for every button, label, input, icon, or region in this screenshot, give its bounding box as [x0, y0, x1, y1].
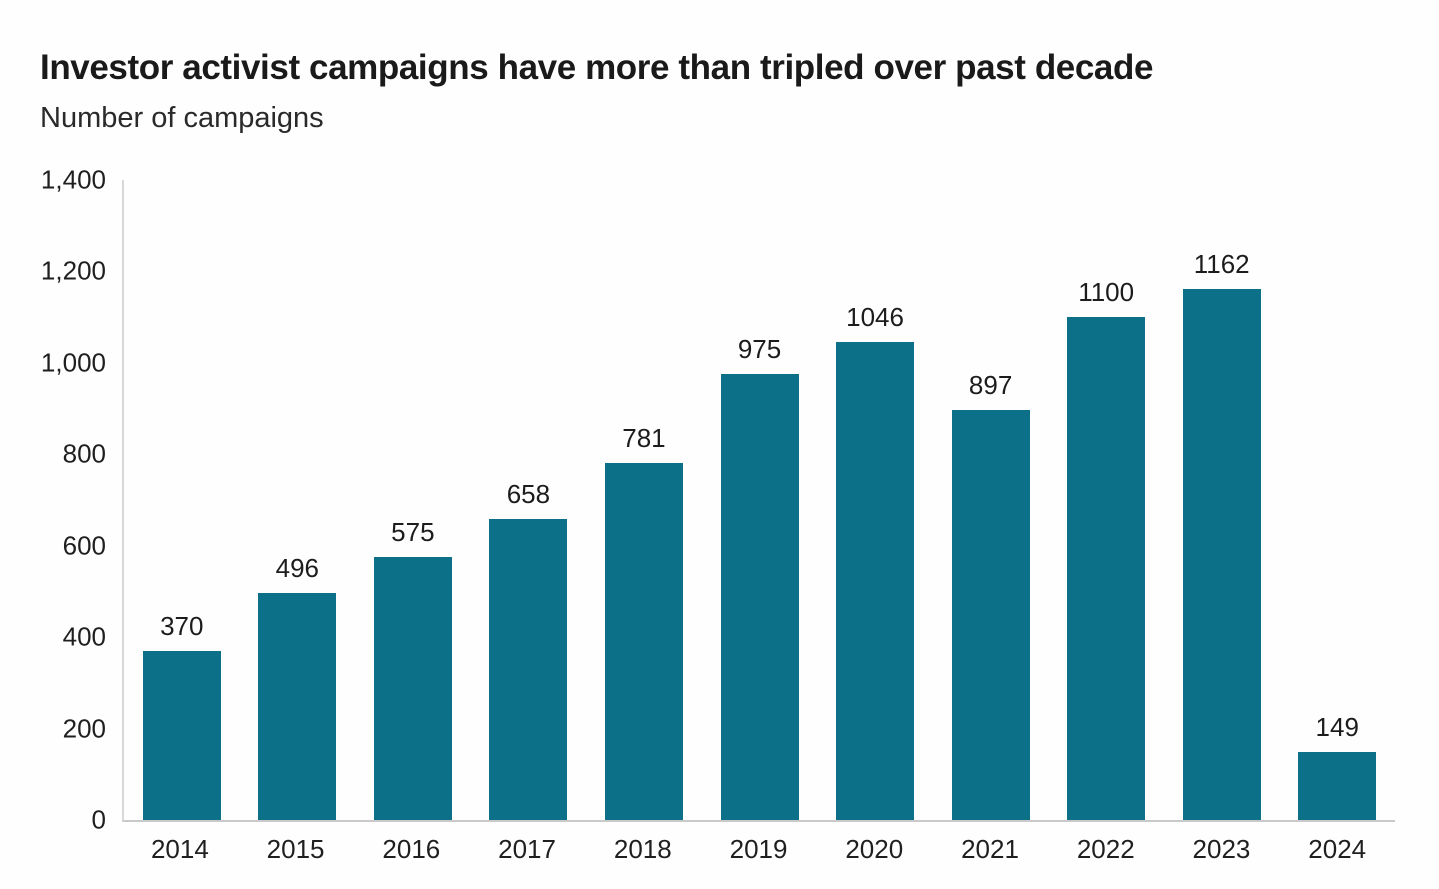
bar — [373, 557, 452, 820]
bar — [604, 462, 683, 820]
y-tick-label: 600 — [62, 530, 106, 561]
bar-value-label: 496 — [275, 553, 320, 584]
bar-value-label: 149 — [1315, 711, 1359, 742]
x-tick-label: 2022 — [1076, 834, 1135, 864]
bar — [489, 519, 568, 820]
y-tick-label: 200 — [62, 713, 106, 744]
bar — [1182, 288, 1261, 820]
bar-column: 1100 — [1048, 180, 1164, 820]
bar-value-label: 370 — [160, 610, 204, 641]
bar-column: 658 — [471, 180, 587, 820]
x-tick-label: 2016 — [382, 834, 441, 864]
y-axis: 0 200 400 600 800 1,000 1,200 1,400 — [0, 165, 106, 835]
bar-value-label: 1046 — [846, 301, 904, 332]
bar — [951, 409, 1030, 820]
x-tick-label: 2020 — [845, 834, 904, 864]
bar-value-label: 781 — [622, 422, 666, 453]
x-axis: 2014 2015 2016 2017 2018 2019 2020 2021 2022 2023… — [122, 834, 1395, 865]
x-tick-label: 2015 — [266, 834, 325, 864]
y-tick-label: 400 — [62, 621, 106, 652]
bar-column: 496 — [240, 180, 356, 820]
y-tick-label: 1,400 — [40, 164, 106, 195]
bar-value-label: 1100 — [1078, 277, 1135, 308]
bar-column: 781 — [586, 180, 702, 820]
bar-value-label: 897 — [968, 369, 1013, 400]
x-tick-label: 2017 — [498, 834, 556, 864]
bars-container: 370 496 575 658 781 975 1046 897 1100 1162 149 — [124, 180, 1395, 820]
x-tick-label: 2023 — [1192, 834, 1251, 864]
bar-value-label: 658 — [506, 479, 551, 510]
y-tick-label: 1,200 — [40, 255, 106, 286]
bar-value-label: 1162 — [1193, 248, 1250, 279]
bar — [720, 374, 799, 820]
bar-column: 975 — [702, 180, 818, 820]
y-tick-label: 0 — [91, 804, 106, 835]
y-tick-label: 1,000 — [40, 347, 106, 378]
bar-column: 1162 — [1164, 180, 1280, 820]
y-tick-label: 800 — [62, 438, 106, 469]
bar-column: 1046 — [817, 180, 933, 820]
x-tick-label: 2018 — [613, 834, 672, 864]
chart-subtitle: Number of campaigns — [40, 102, 324, 134]
x-tick-label: 2024 — [1308, 834, 1367, 864]
bar-value-label: 975 — [737, 334, 782, 365]
bar — [142, 650, 221, 820]
bar-column: 370 — [124, 180, 240, 820]
bar-column: 149 — [1279, 180, 1395, 820]
chart-title: Investor activist campaigns have more th… — [40, 48, 1154, 87]
plot-area: 370 496 575 658 781 975 1046 897 1100 1162 149 — [122, 180, 1395, 822]
bar-column: 897 — [933, 180, 1049, 820]
x-tick-label: 2014 — [150, 834, 209, 864]
bar — [258, 593, 337, 820]
bar-value-label: 575 — [391, 517, 435, 548]
bar-column: 575 — [355, 180, 471, 820]
bar — [836, 341, 915, 820]
x-tick-label: 2019 — [729, 834, 788, 864]
bar — [1298, 751, 1377, 820]
bar — [1067, 317, 1146, 820]
x-tick-label: 2021 — [961, 834, 1019, 864]
